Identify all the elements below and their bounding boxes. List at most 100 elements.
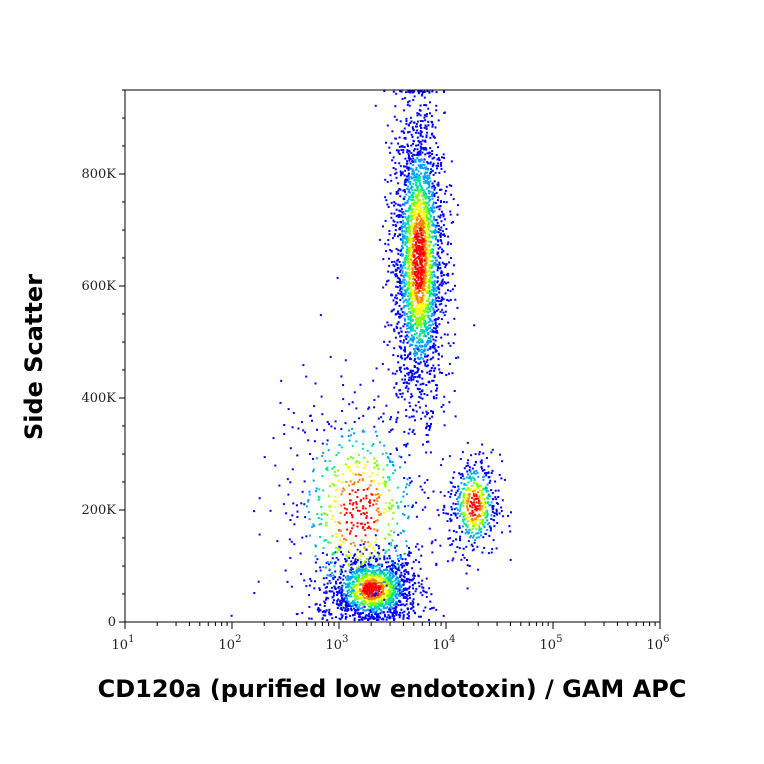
event-dot xyxy=(417,211,420,214)
event-dot xyxy=(399,195,402,198)
event-dot xyxy=(394,593,397,596)
event-dot xyxy=(428,203,430,206)
event-dot xyxy=(352,576,355,578)
event-dot xyxy=(436,199,439,202)
event-dot xyxy=(349,571,352,574)
event-dot xyxy=(487,552,490,555)
event-dot xyxy=(395,613,398,616)
event-dot xyxy=(435,383,437,386)
event-dot xyxy=(483,475,486,478)
event-dot xyxy=(383,575,386,578)
event-dot xyxy=(332,577,335,580)
event-dot xyxy=(377,556,380,559)
event-dot xyxy=(387,596,390,598)
event-dot xyxy=(350,542,352,545)
event-dot xyxy=(448,401,451,404)
event-dot xyxy=(341,490,344,493)
event-dot xyxy=(383,594,386,597)
event-dot xyxy=(364,464,367,467)
event-dot xyxy=(356,556,359,559)
event-dot xyxy=(337,521,340,524)
event-dot xyxy=(335,454,338,456)
event-dot xyxy=(419,220,422,223)
event-dot xyxy=(375,537,378,540)
event-dot xyxy=(469,529,472,532)
event-dot xyxy=(362,608,365,611)
event-dot xyxy=(413,366,416,368)
event-dot xyxy=(411,203,414,206)
event-dot xyxy=(476,532,479,535)
event-dot xyxy=(430,301,432,304)
event-dot xyxy=(423,220,426,223)
event-dot xyxy=(450,505,453,508)
event-dot xyxy=(433,193,436,196)
event-dot xyxy=(400,578,403,581)
event-dot xyxy=(399,221,402,224)
event-dot xyxy=(366,597,369,600)
event-dot xyxy=(421,163,424,166)
event-dot xyxy=(431,415,434,418)
event-dot xyxy=(384,613,386,616)
event-dot xyxy=(431,379,434,382)
event-dot xyxy=(356,568,359,571)
event-dot xyxy=(470,502,473,505)
event-dot xyxy=(410,379,413,382)
event-dot xyxy=(420,172,422,175)
event-dot xyxy=(361,571,363,574)
event-dot xyxy=(421,120,424,123)
event-dot xyxy=(355,587,358,590)
event-dot xyxy=(415,216,418,219)
event-dot xyxy=(412,378,415,381)
event-dot xyxy=(423,320,426,323)
event-dot xyxy=(399,279,401,282)
event-dot xyxy=(397,281,400,283)
event-dot xyxy=(431,150,434,153)
event-dot xyxy=(368,600,371,603)
event-dot xyxy=(468,475,471,478)
event-dot xyxy=(407,178,410,181)
event-dot xyxy=(418,338,421,341)
event-dot xyxy=(450,242,452,245)
event-dot xyxy=(474,513,476,516)
event-dot xyxy=(340,446,343,449)
event-dot xyxy=(417,202,420,205)
event-dot xyxy=(412,253,415,256)
event-dot xyxy=(441,271,444,274)
event-dot xyxy=(411,186,414,189)
event-dot xyxy=(392,308,395,311)
event-dot xyxy=(402,603,405,606)
event-dot xyxy=(483,487,486,490)
event-dot xyxy=(411,600,414,603)
event-dot xyxy=(376,519,379,522)
event-dot xyxy=(406,301,409,304)
event-dot xyxy=(452,530,455,532)
event-dot xyxy=(384,502,387,504)
event-dot xyxy=(466,517,468,519)
event-dot xyxy=(331,617,334,620)
event-dot xyxy=(387,239,390,241)
event-dot xyxy=(408,262,411,265)
event-dot xyxy=(337,469,340,472)
event-dot xyxy=(425,179,428,182)
event-dot xyxy=(464,532,467,535)
event-dot xyxy=(430,168,432,171)
event-dot xyxy=(386,606,389,609)
event-dot xyxy=(470,500,473,503)
event-dot xyxy=(403,367,406,370)
event-dot xyxy=(415,262,418,265)
event-dot xyxy=(414,266,417,269)
event-dot xyxy=(406,587,409,590)
event-dot xyxy=(434,229,437,231)
event-dot xyxy=(325,521,328,524)
event-dot xyxy=(428,244,431,247)
event-dot xyxy=(410,176,413,179)
event-dot xyxy=(415,310,418,313)
event-dot xyxy=(440,226,443,229)
event-dot xyxy=(345,538,348,541)
event-dot xyxy=(423,148,425,151)
event-dot xyxy=(409,303,412,306)
event-dot xyxy=(351,589,354,592)
event-dot xyxy=(413,172,415,175)
event-dot xyxy=(416,252,419,255)
event-dot xyxy=(489,504,492,506)
